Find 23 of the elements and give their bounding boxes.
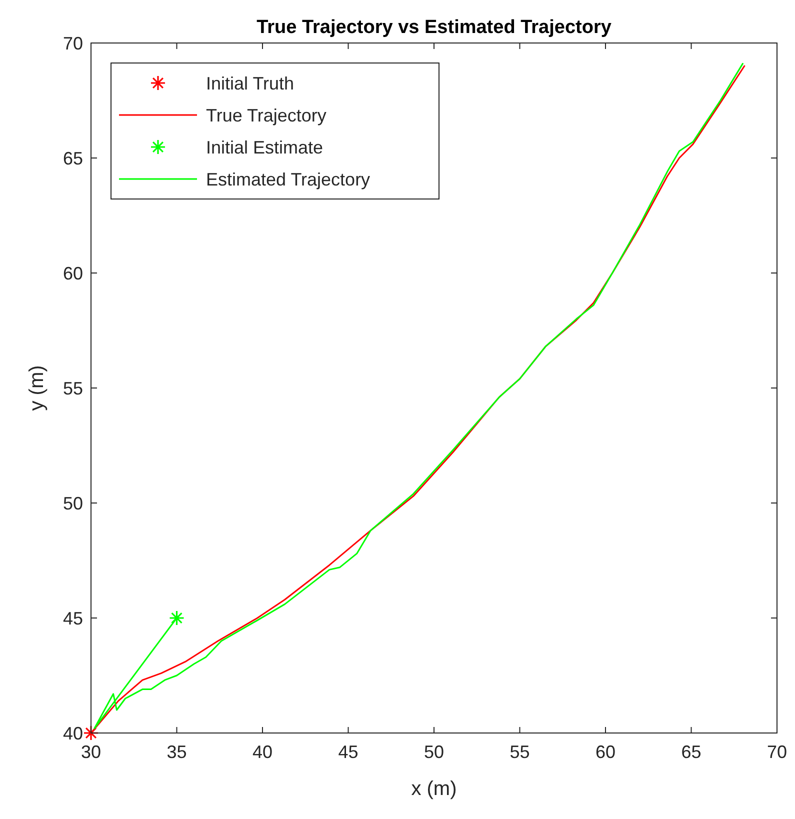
y-tick-label: 60 [62,263,83,284]
x-axis-title: x (m) [411,778,457,800]
y-axis-title: y (m) [26,365,48,411]
x-tick-label: 50 [424,742,444,762]
y-tick-label: 40 [62,723,83,744]
x-tick-label: 35 [166,742,187,762]
y-tick-label: 50 [62,493,83,514]
y-tick-label: 70 [62,33,83,54]
y-tick-label: 55 [62,378,83,398]
legend-label: True Trajectory [206,105,326,126]
legend-label: Estimated Trajectory [206,169,370,190]
y-tick-label: 45 [62,608,83,628]
x-tick-label: 55 [510,742,530,762]
chart-title: True Trajectory vs Estimated Trajectory [256,17,612,38]
legend-label: Initial Estimate [206,137,324,158]
x-tick-label: 30 [80,742,102,762]
x-tick-label: 45 [338,742,358,762]
x-tick-label: 65 [681,742,702,762]
legend-label: Initial Truth [206,73,294,94]
x-tick-label: 60 [595,742,616,762]
x-tick-label: 70 [766,742,788,762]
y-tick-label: 65 [62,148,83,168]
x-tick-label: 40 [252,742,273,762]
